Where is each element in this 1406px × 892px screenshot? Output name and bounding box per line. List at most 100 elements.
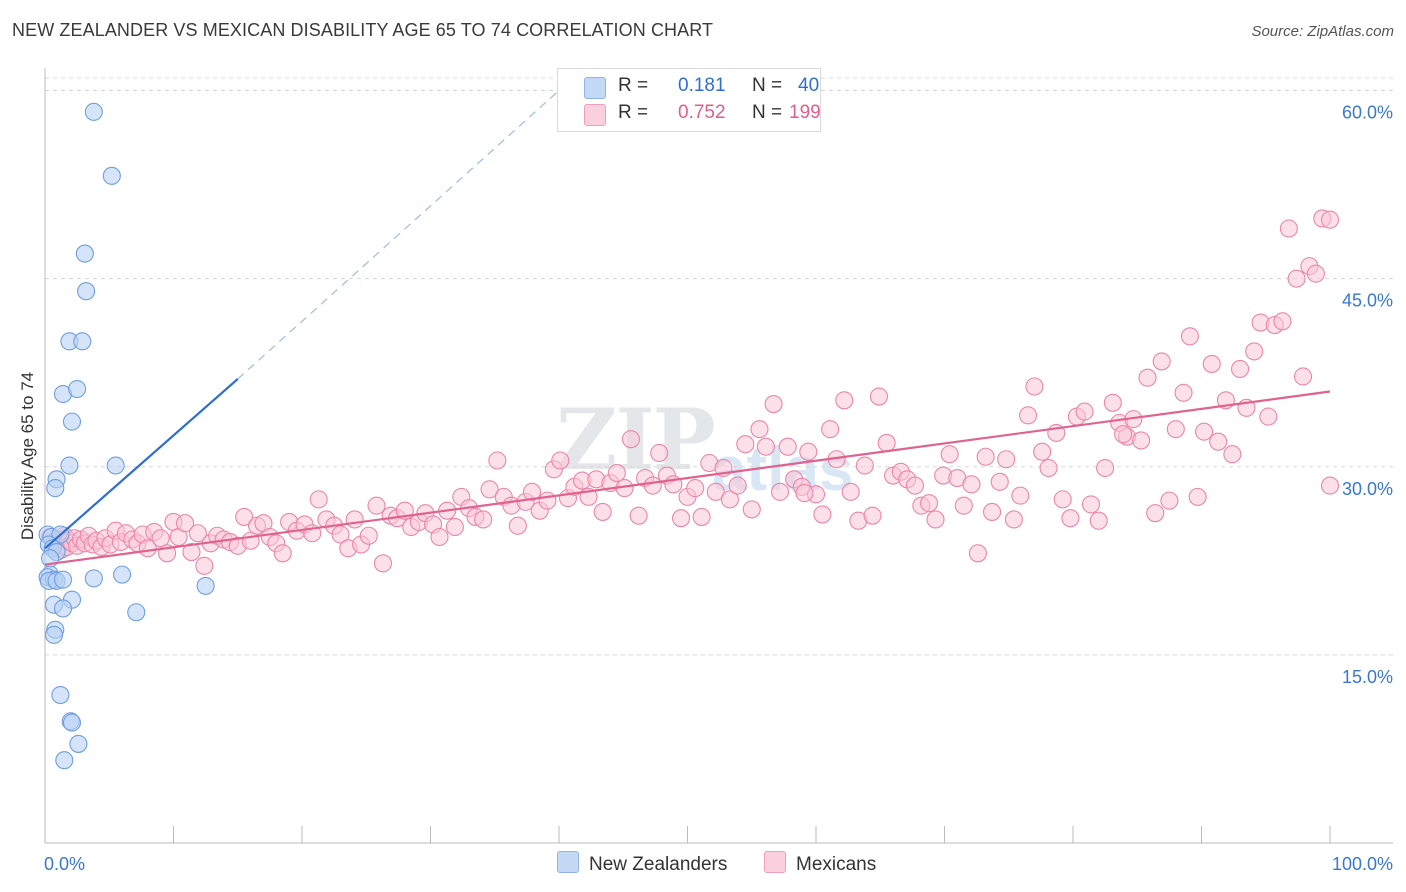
mexicans-point [728, 476, 747, 495]
new-zealanders-point [69, 734, 88, 753]
mexicans-point [692, 507, 711, 526]
mexicans-point [1132, 431, 1151, 450]
legend-swatch-pink [584, 104, 606, 126]
mexicans-point [1096, 458, 1115, 478]
mexicans-point [607, 463, 626, 483]
mexicans-point [795, 484, 814, 503]
mexicans-point [195, 556, 214, 575]
mexicans-point [1018, 406, 1038, 425]
mexicans-point [926, 510, 945, 529]
legend-n-label: N = [752, 102, 783, 123]
axes [44, 68, 1393, 844]
mexicans-point [538, 491, 557, 510]
mexicans-point [593, 502, 612, 521]
new-zealanders-point [75, 244, 94, 263]
mexicans-point [188, 524, 207, 543]
mexicans-point [182, 542, 201, 562]
mexicans-point [1188, 487, 1207, 506]
mexicans-point [706, 482, 725, 501]
mexicans-point [990, 472, 1009, 491]
bottom-legend-swatch-blue [557, 851, 579, 873]
new-zealanders-point [44, 625, 64, 644]
mexicans-point [954, 496, 973, 515]
new-zealanders-trend-dashed [237, 90, 560, 380]
new-zealanders-point [73, 332, 92, 351]
grid-lines [45, 77, 1393, 656]
mexicans-point [359, 526, 378, 545]
mexicans-point [138, 539, 157, 558]
bottom-legend-mexicans: Mexicans [764, 851, 876, 876]
y-tick-label: 30.0% [1342, 479, 1393, 499]
mexicans-point [778, 437, 797, 456]
mexicans-point [905, 476, 924, 495]
mexicans-point [1103, 393, 1122, 412]
legend-r-label: R = [618, 102, 649, 123]
new-zealanders-points [38, 102, 215, 770]
mexicans-point [1202, 354, 1221, 373]
mexicans-point [756, 437, 775, 456]
mexicans-point [1004, 510, 1023, 529]
source-label: Source: ZipAtlas.com [1251, 23, 1394, 40]
mexicans-point [1061, 509, 1080, 528]
mexicans-point [1320, 476, 1340, 495]
mexicans-point [1039, 458, 1058, 478]
mexicans-point [1152, 352, 1171, 371]
mexicans-point [176, 514, 195, 533]
mexicans-point [1053, 490, 1072, 509]
new-zealanders-point [51, 685, 70, 705]
mexicans-point [508, 516, 527, 535]
mexicans-point [1160, 491, 1179, 510]
mexicans-point [877, 433, 896, 452]
new-zealanders-point [62, 713, 82, 732]
mexicans-point [1166, 420, 1185, 439]
new-zealanders-point [196, 576, 215, 595]
mexicans-point [650, 443, 669, 463]
mexicans-point [445, 517, 464, 537]
mexicans-point [373, 554, 393, 573]
mexicans-point [1287, 269, 1306, 288]
mexicans-point [1174, 383, 1193, 402]
mexicans-point [1011, 486, 1030, 505]
mexicans-point [551, 451, 570, 470]
mexicans-point [770, 482, 790, 501]
mexicans-point [736, 435, 755, 454]
mexicans-point [1273, 312, 1292, 331]
y-tick-label: 60.0% [1342, 103, 1393, 123]
mexicans-point [821, 420, 840, 439]
mexicans-point [920, 494, 939, 513]
legend-r-value-blue: 0.181 [678, 75, 726, 96]
new-zealanders-point [102, 166, 121, 185]
legend-r-value-pink: 0.752 [678, 102, 726, 123]
mexicans-point [621, 430, 641, 449]
new-zealanders-point [77, 282, 96, 301]
mexicans-point [1306, 264, 1325, 283]
new-zealanders-point [127, 603, 146, 622]
mexicans-point [1180, 327, 1199, 346]
bottom-legend-swatch-pink [764, 851, 786, 873]
mexicans-point [1209, 432, 1228, 451]
new-zealanders-point [113, 565, 132, 584]
legend-n-label: N = [752, 75, 783, 96]
mexicans-point [976, 447, 995, 466]
new-zealanders-point [55, 751, 74, 770]
bottom-legend-label-blue: New Zealanders [589, 854, 728, 875]
mexicans-point [799, 442, 818, 461]
mexicans-point [643, 476, 662, 495]
mexicans-point [855, 456, 874, 475]
trend-lines [44, 90, 1331, 566]
new-zealanders-point [62, 412, 82, 431]
mexicans-point [672, 509, 691, 528]
mexicans-point [720, 490, 739, 509]
mexicans-point [1146, 504, 1165, 523]
mexicans-point [309, 490, 328, 509]
mexicans-point [1195, 422, 1214, 441]
mexicans-point [750, 420, 769, 439]
mexicans-point [151, 529, 170, 548]
legend-swatch-blue [584, 77, 606, 99]
mexicans-point [1089, 511, 1108, 530]
new-zealanders-point [53, 599, 73, 618]
mexicans-point [522, 482, 542, 501]
mexicans-points [41, 209, 1340, 575]
new-zealanders-point [60, 456, 79, 475]
